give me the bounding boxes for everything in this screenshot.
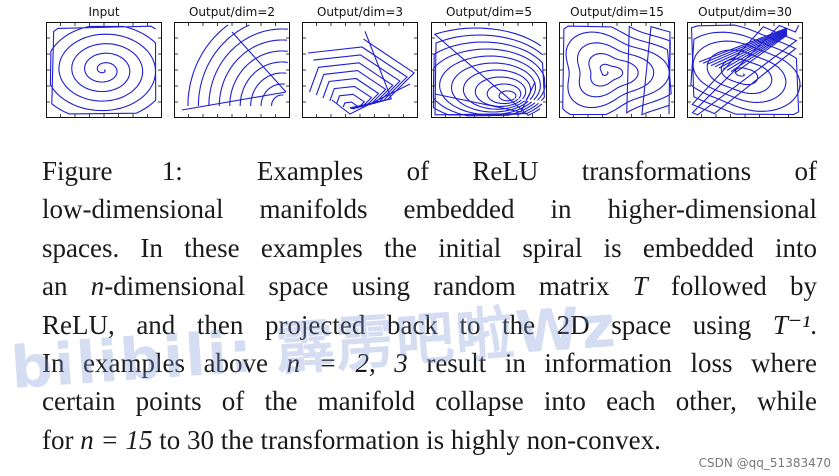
panel-plot-dim2 [174,22,290,118]
math-T-inverse: T⁻¹ [772,309,811,340]
manifold-curve [702,28,788,64]
caption-seg: -dimensional space using random matrix [104,271,633,302]
manifold-curve [698,27,788,63]
panel-plot-dim30 [687,22,803,118]
manifold-curve [49,25,157,115]
caption-seg: In examples above [42,347,287,378]
manifold-curve [730,33,788,73]
math-n: n [90,271,105,302]
manifold-curve [562,25,672,116]
caption-seg: to 30 the transformation is highly non-c… [152,424,661,455]
caption-seg: for [42,424,81,455]
manifold-curve [218,39,288,106]
panel-dim15: Output/dim=15 [559,5,675,118]
panel-title: Output/dim=5 [445,5,533,19]
manifold-curve [498,90,517,102]
panel-title: Output/dim=2 [188,5,276,19]
caption-line-4: an n-dimensional space using random matr… [42,267,817,305]
panel-dim2: Output/dim=2 [174,5,290,118]
figure-label: Figure 1: [42,156,183,186]
panel-plot-dim3 [302,22,418,118]
manifold-curve [229,50,288,106]
caption-line-6: In examples above n = 2, 3 result in inf… [42,344,817,382]
manifold-curve [718,31,788,69]
caption-line-5: ReLU, and then projected back to the 2D … [42,306,817,344]
panel-dim5: Output/dim=5 [431,5,547,118]
manifold-curve [722,32,788,70]
manifold-curve [349,31,393,109]
manifold-curve [197,24,250,106]
manifold-curve [187,24,229,106]
manifold-curve [335,93,366,109]
manifold-curve [270,94,284,107]
math-n-2-3: n = 2, 3 [286,347,408,378]
caption-line-1: Figure 1: Examples of ReLU transformation… [42,152,817,190]
manifold-curve [706,29,788,65]
caption-line-2: low-dimensional manifolds embedded in hi… [42,194,817,225]
figure-caption: Figure 1: Examples of ReLU transformation… [42,152,817,459]
manifold-curve [331,83,411,115]
caption-line-7: certain points of the manifold collapse … [42,386,817,417]
manifold-curve [181,91,287,111]
manifold-curve [434,34,543,116]
panel-plot-dim15 [559,22,675,118]
manifold-curve [714,30,788,68]
manifold-curve [726,33,788,71]
manifold-curve [433,27,542,117]
caption-seg: an [42,271,91,302]
manifold-curve [462,69,532,110]
panel-plot-input [46,22,162,118]
panel-title: Output/dim=30 [698,5,792,19]
math-T: T [632,271,648,302]
plot-frame [559,22,675,118]
manifold-curve [486,83,522,105]
panel-input: Input [46,5,162,118]
manifold-curve [434,81,536,113]
panel-title: Output/dim=15 [570,5,664,19]
figure-panels: Input Output/dim=2 Output/dim=3 Output/dim=… [0,0,839,140]
panel-dim30: Output/dim=30 [687,5,803,118]
caption-seg: followed by [647,271,817,302]
math-n-15: n = 15 [80,424,153,455]
panel-dim3: Output/dim=3 [302,5,418,118]
manifold-curve [231,31,287,93]
plot-frame [302,22,418,118]
caption-line-3: spaces. In these examples the initial sp… [42,232,817,263]
caption-seg: ReLU, and then projected back to the 2D … [42,309,773,340]
manifold-curve [239,61,288,106]
caption-line-8: for n = 15 to 30 the transformation is h… [42,421,817,459]
panel-title: Input [88,5,120,19]
manifold-curve [250,72,287,106]
manifold-curve [734,34,788,74]
manifold-curve [450,62,537,113]
manifold-curve [474,76,527,107]
caption-text-1: Examples of ReLU transformations of [256,156,818,186]
manifold-curve [710,29,788,67]
manifold-curve [208,28,288,106]
caption-seg: . [810,309,817,340]
panel-plot-dim5 [431,22,547,118]
credit-text: CSDN @qq_51383470 [698,456,831,470]
caption-seg: result in information loss where [407,347,817,378]
manifold-curve [342,101,358,110]
panel-title: Output/dim=3 [316,5,404,19]
